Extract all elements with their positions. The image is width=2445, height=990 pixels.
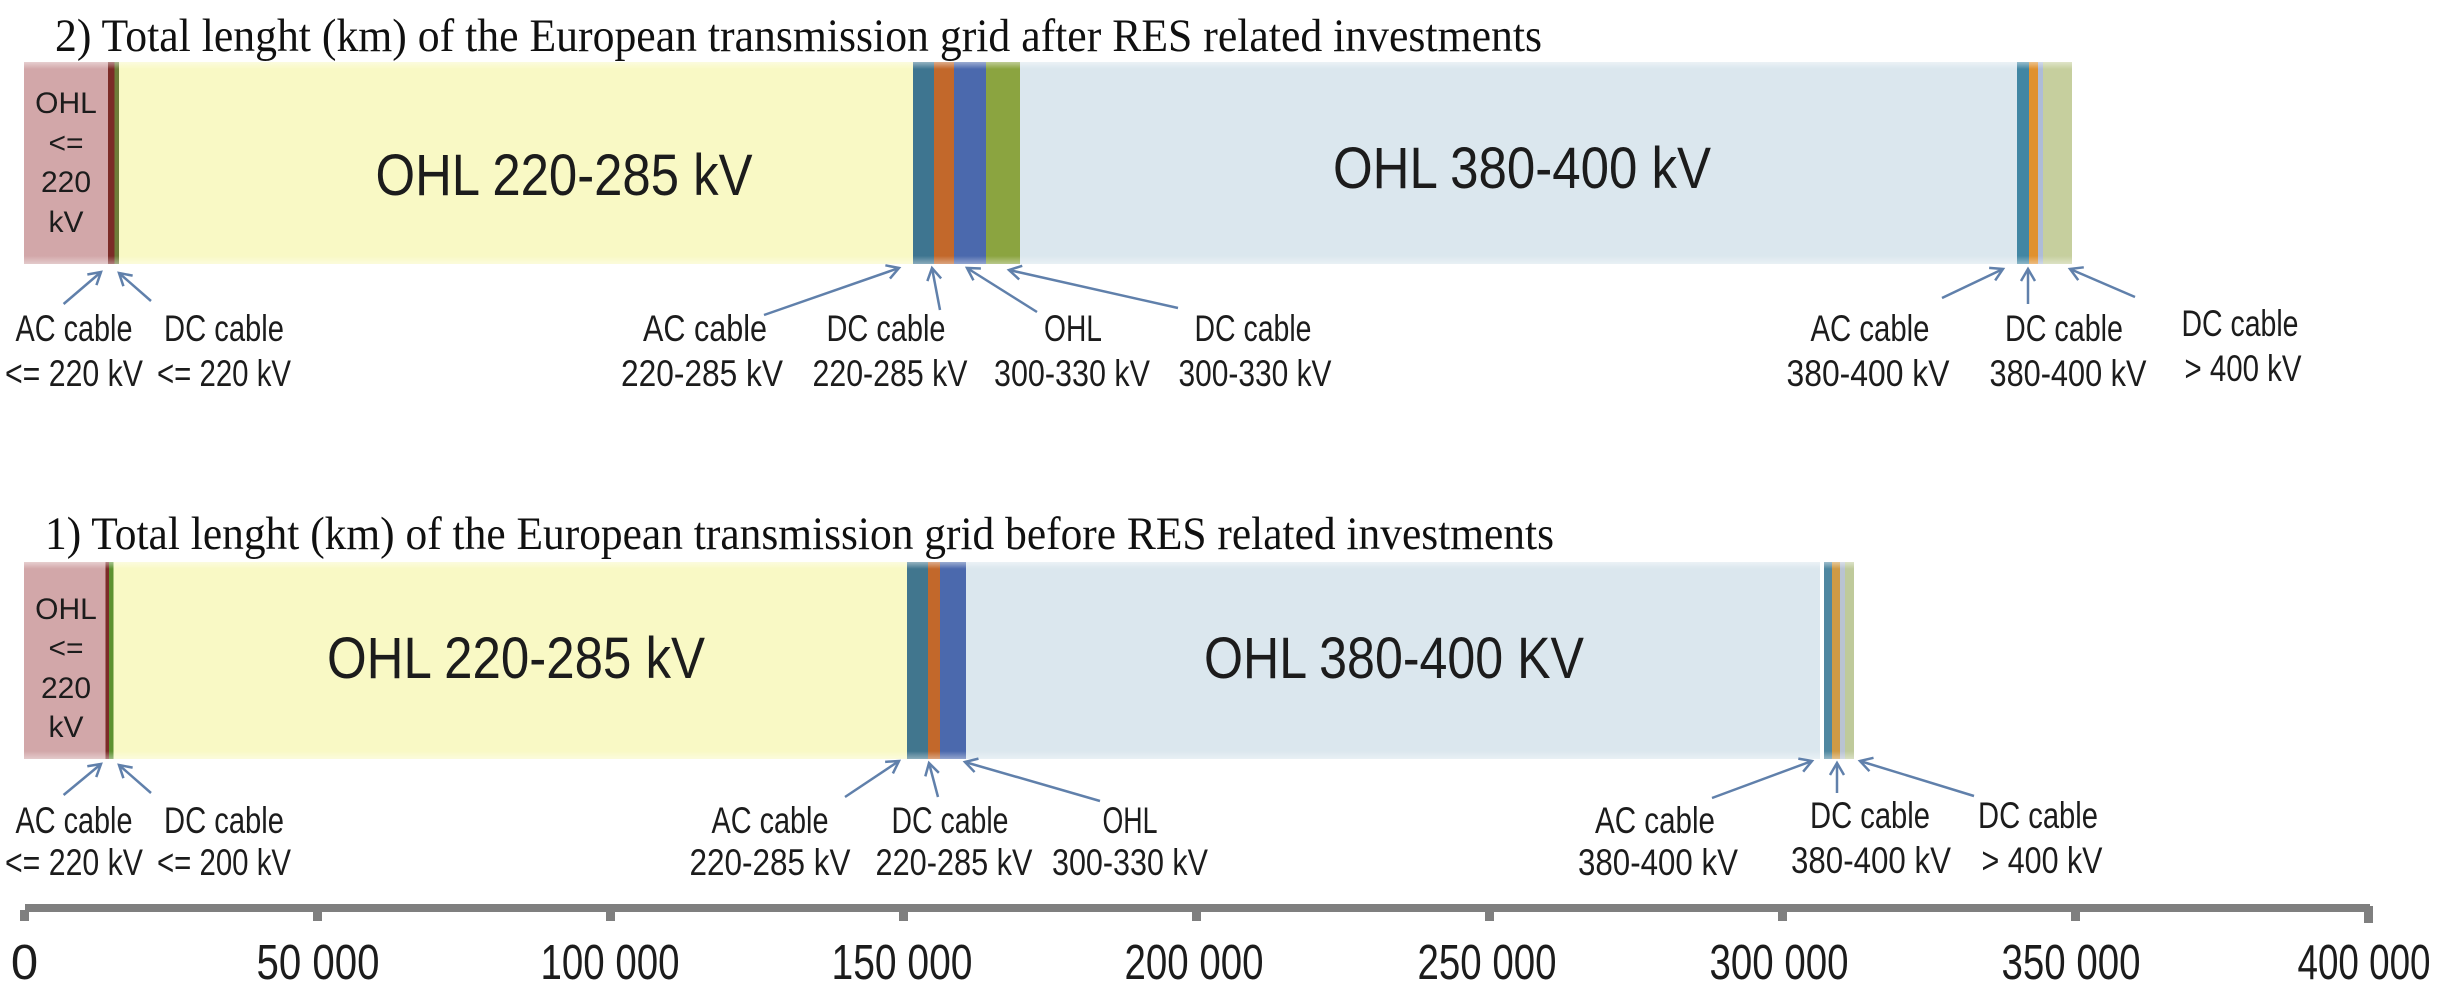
svg-text:380-400 kV: 380-400 kV — [1578, 842, 1738, 883]
svg-text:kV: kV — [48, 206, 83, 239]
svg-text:200 000: 200 000 — [1125, 936, 1264, 990]
svg-text:> 400 kV: > 400 kV — [2185, 348, 2302, 389]
svg-text:220-285 kV: 220-285 kV — [690, 842, 851, 883]
svg-text:OHL: OHL — [1044, 308, 1102, 349]
svg-text:150 000: 150 000 — [832, 936, 973, 990]
svg-text:2) Total lenght (km) of the Eu: 2) Total lenght (km) of the European tra… — [55, 10, 1542, 62]
svg-text:AC cable: AC cable — [16, 800, 133, 841]
svg-text:300-330 kV: 300-330 kV — [1052, 842, 1208, 883]
svg-text:DC cable: DC cable — [827, 308, 946, 349]
svg-text:<= 220 kV: <= 220 kV — [5, 842, 143, 883]
svg-text:<= 200 kV: <= 200 kV — [157, 842, 291, 883]
svg-text:220-285 kV: 220-285 kV — [621, 353, 783, 394]
svg-text:300-330 kV: 300-330 kV — [1179, 353, 1332, 394]
svg-text:<= 220 kV: <= 220 kV — [5, 353, 143, 394]
svg-text:AC cable: AC cable — [16, 308, 133, 349]
svg-text:300-330 kV: 300-330 kV — [994, 353, 1150, 394]
svg-text:1) Total lenght (km) of the Eu: 1) Total lenght (km) of the European tra… — [45, 508, 1554, 560]
svg-text:380-400 kV: 380-400 kV — [1791, 840, 1951, 881]
svg-text:220-285 kV: 220-285 kV — [876, 842, 1033, 883]
svg-text:50 000: 50 000 — [257, 936, 380, 990]
svg-text:kV: kV — [48, 711, 83, 744]
svg-text:DC cable: DC cable — [892, 800, 1009, 841]
svg-text:350 000: 350 000 — [2002, 936, 2141, 990]
svg-text:DC cable: DC cable — [164, 800, 284, 841]
svg-text:0: 0 — [11, 936, 38, 990]
svg-text:380-400 kV: 380-400 kV — [1990, 353, 2147, 394]
svg-text:400 000: 400 000 — [2298, 936, 2431, 990]
svg-text:AC cable: AC cable — [1595, 800, 1715, 841]
svg-text:380-400 kV: 380-400 kV — [1787, 353, 1950, 394]
svg-text:300 000: 300 000 — [1710, 936, 1849, 990]
svg-text:DC cable: DC cable — [1195, 308, 1312, 349]
svg-text:OHL 220-285 kV: OHL 220-285 kV — [327, 626, 705, 691]
svg-text:AC cable: AC cable — [712, 800, 829, 841]
svg-text:AC cable: AC cable — [1811, 308, 1930, 349]
svg-text:OHL 220-285 kV: OHL 220-285 kV — [376, 143, 753, 208]
svg-text:250 000: 250 000 — [1418, 936, 1557, 990]
svg-text:DC cable: DC cable — [1810, 795, 1930, 836]
svg-text:OHL: OHL — [35, 593, 97, 626]
svg-text:<= 220 kV: <= 220 kV — [157, 353, 291, 394]
svg-text:220-285 kV: 220-285 kV — [813, 353, 968, 394]
svg-text:OHL: OHL — [35, 87, 97, 120]
svg-text:AC cable: AC cable — [643, 308, 767, 349]
svg-text:> 400 kV: > 400 kV — [1982, 840, 2103, 881]
svg-text:<=: <= — [48, 632, 83, 665]
svg-text:DC cable: DC cable — [2005, 308, 2123, 349]
svg-text:<=: <= — [48, 127, 83, 160]
svg-text:DC cable: DC cable — [2182, 303, 2299, 344]
svg-text:OHL 380-400 KV: OHL 380-400 KV — [1204, 626, 1584, 691]
svg-text:DC cable: DC cable — [1978, 795, 2098, 836]
svg-text:100 000: 100 000 — [541, 936, 680, 990]
svg-text:220: 220 — [41, 166, 91, 199]
svg-text:220: 220 — [41, 672, 91, 705]
svg-text:OHL 380-400 kV: OHL 380-400 kV — [1333, 136, 1711, 201]
svg-text:OHL: OHL — [1103, 800, 1158, 841]
svg-text:DC cable: DC cable — [164, 308, 284, 349]
